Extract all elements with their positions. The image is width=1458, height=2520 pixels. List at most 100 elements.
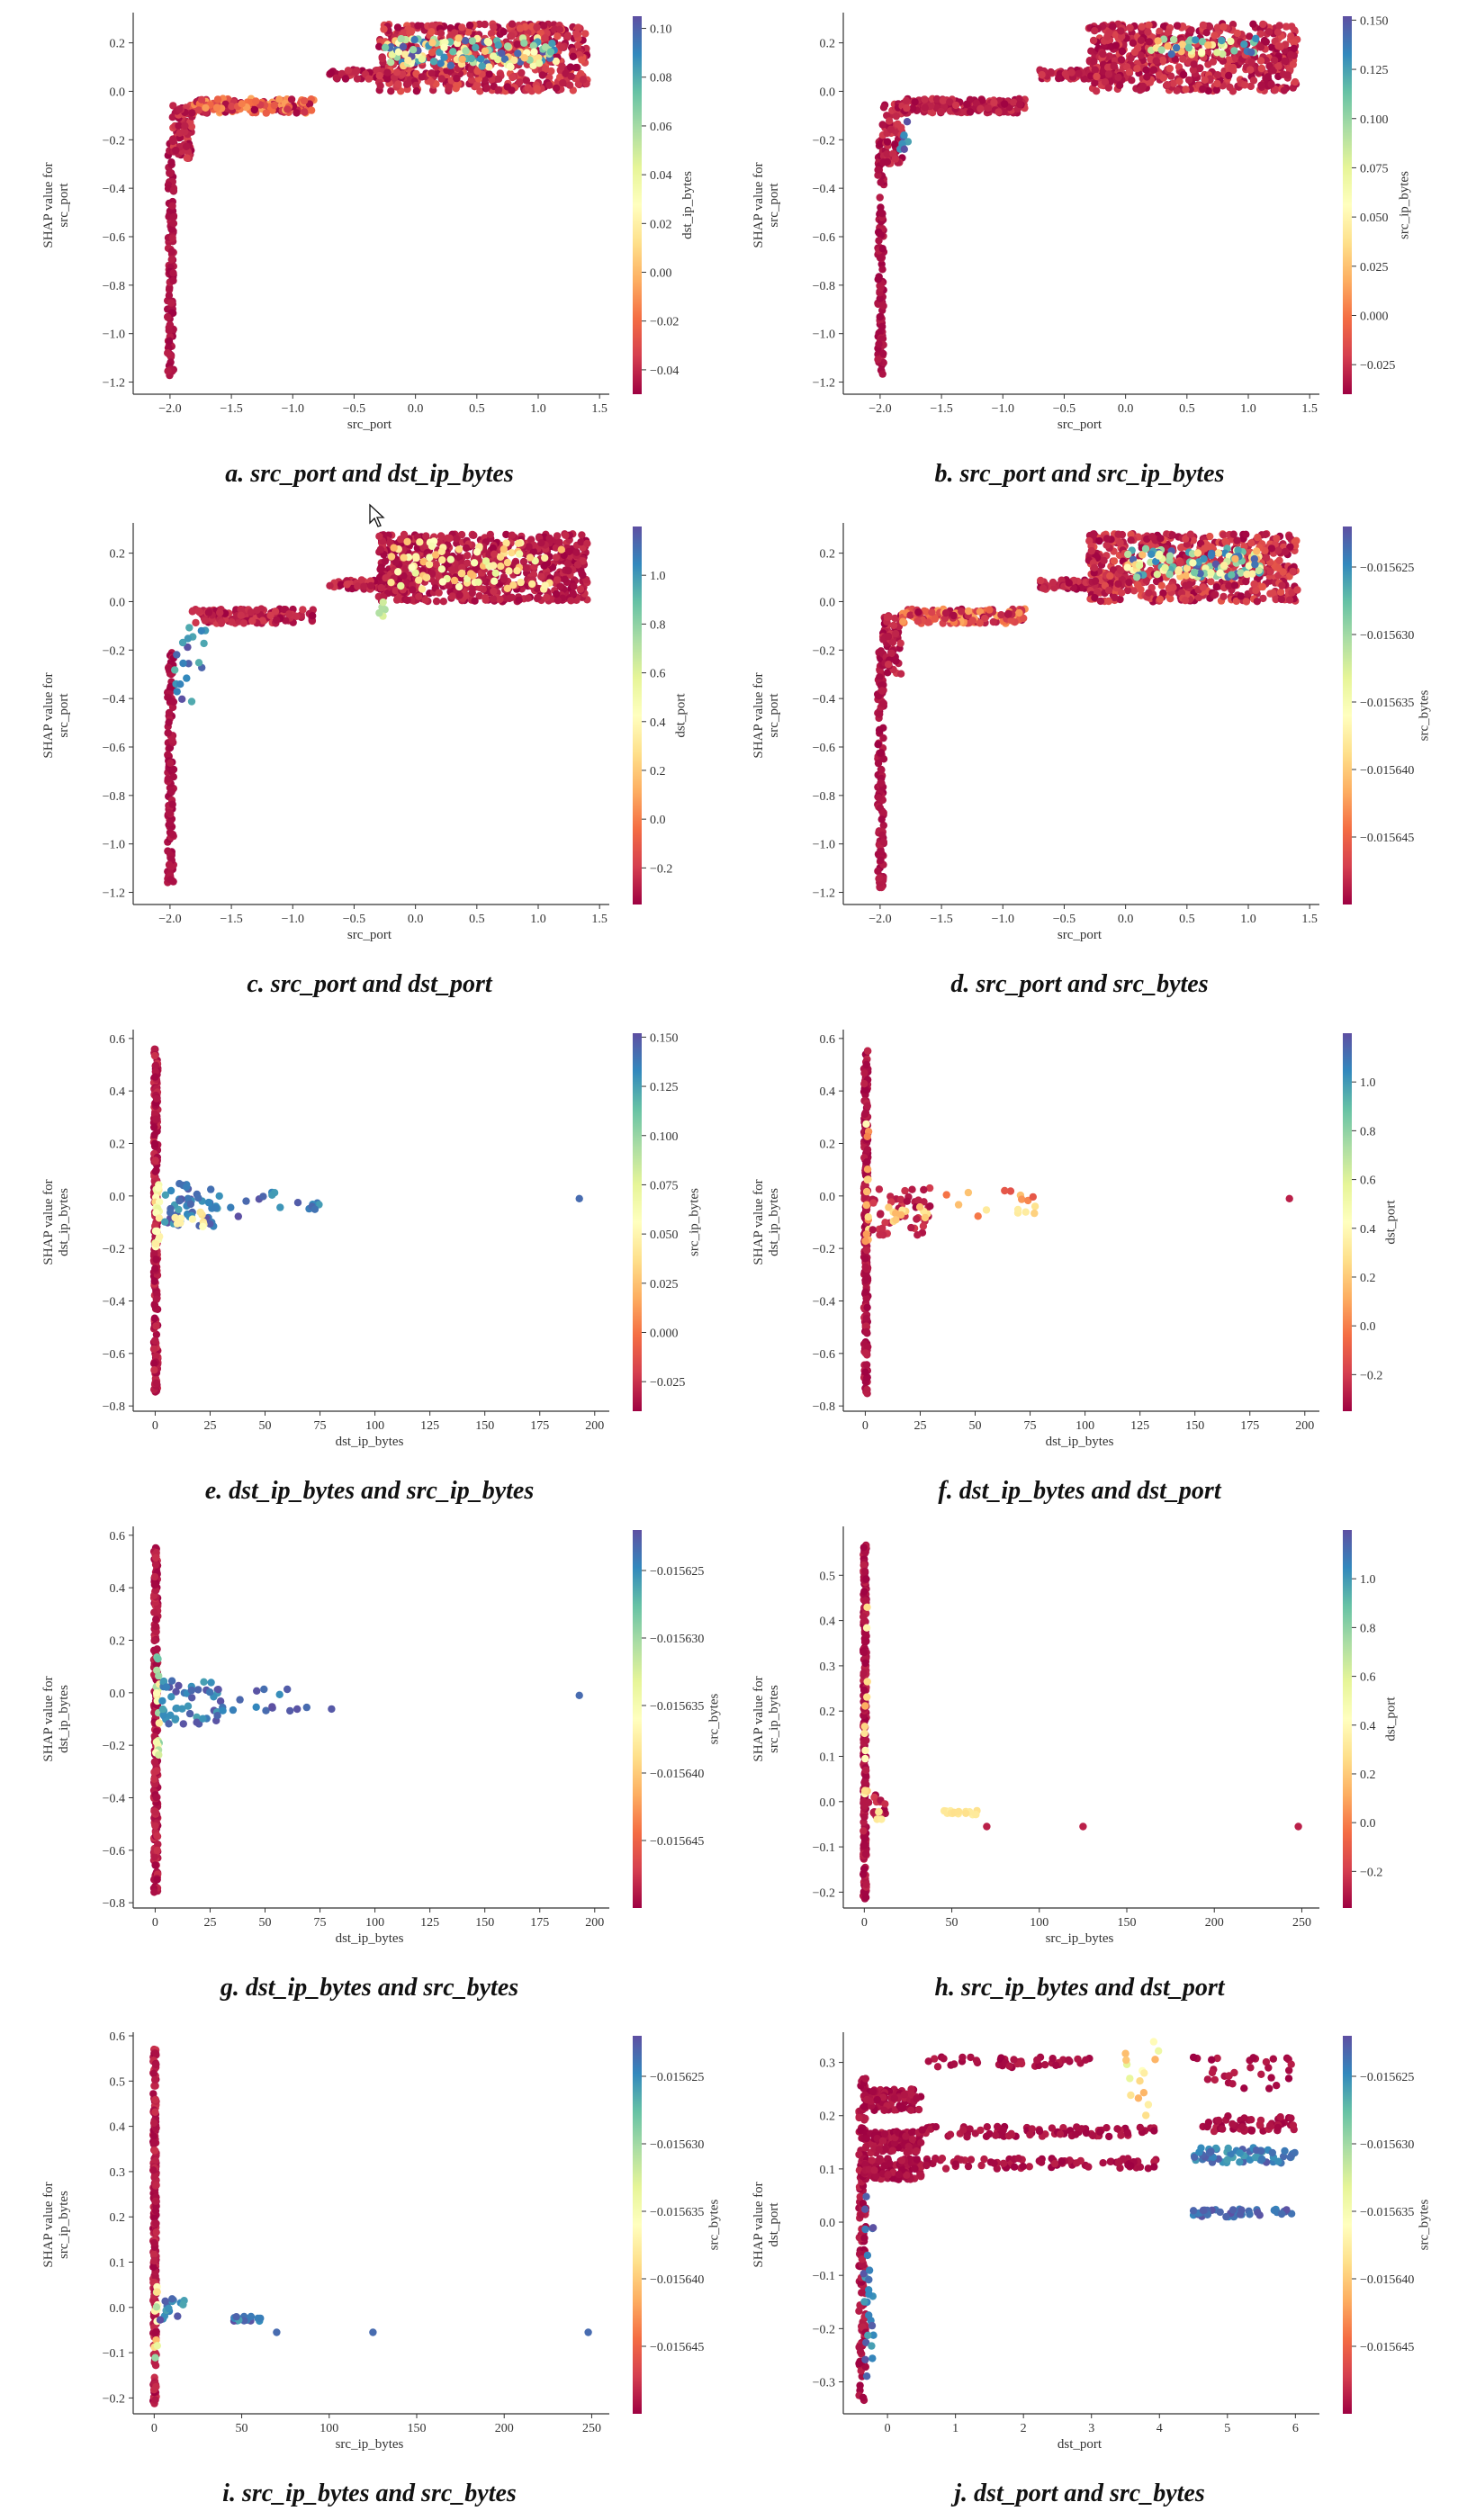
data-point (183, 154, 191, 162)
data-point (1156, 550, 1164, 558)
data-point (1176, 559, 1184, 567)
y-tick-label: −1.0 (103, 328, 125, 342)
data-point (875, 340, 883, 348)
data-point (526, 554, 535, 562)
data-point (542, 65, 550, 74)
data-point (167, 158, 176, 166)
data-point (489, 595, 498, 603)
data-point (876, 874, 884, 882)
data-point (518, 68, 526, 77)
data-point (454, 582, 464, 591)
y-tick-label: −0.4 (103, 183, 125, 196)
data-point (179, 659, 187, 668)
data-point (151, 1264, 159, 1273)
data-point (496, 595, 504, 604)
data-point (387, 579, 395, 587)
data-point (1075, 69, 1083, 77)
y-axis-label-line: SHAP value for (41, 162, 56, 248)
colorbar (1343, 526, 1352, 904)
data-point (563, 32, 572, 40)
data-point (401, 50, 410, 58)
data-point (1242, 598, 1251, 606)
data-point (878, 815, 886, 824)
data-point (399, 42, 408, 51)
data-point (212, 104, 221, 112)
x-tick-label: 0.0 (1118, 913, 1134, 926)
data-point (1253, 598, 1262, 606)
data-point (292, 109, 301, 117)
data-point (1089, 530, 1097, 538)
data-point (152, 1094, 161, 1102)
data-point (498, 50, 506, 58)
y-tick-label: 0.0 (110, 86, 126, 99)
data-point (176, 105, 184, 113)
colorbar-tick-label: −0.015645 (1360, 832, 1414, 845)
data-point (202, 104, 210, 112)
data-point (1253, 547, 1261, 555)
data-point (951, 101, 960, 110)
data-point (517, 578, 525, 587)
y-tick-label: −0.4 (103, 693, 125, 706)
colorbar (1343, 16, 1352, 394)
data-point (986, 606, 994, 614)
data-point (487, 30, 496, 38)
y-axis-label: SHAP value forsrc_port (41, 162, 71, 248)
panel-caption: d. src_port and src_bytes (950, 970, 1208, 998)
data-point (878, 322, 886, 331)
data-point (375, 71, 383, 80)
data-point (383, 75, 392, 83)
data-point (1211, 590, 1220, 598)
data-point (1166, 552, 1174, 560)
data-point (876, 254, 885, 262)
data-point (928, 608, 936, 616)
data-point (1280, 86, 1289, 94)
data-point (874, 171, 882, 179)
data-point (172, 146, 180, 155)
data-point (1048, 578, 1058, 587)
data-point (169, 102, 177, 110)
data-point (167, 788, 176, 796)
data-point (228, 618, 236, 626)
data-point (505, 594, 514, 603)
data-point (875, 237, 883, 245)
data-point (478, 62, 486, 70)
data-point (1170, 35, 1178, 44)
data-point (902, 96, 911, 105)
data-point (884, 632, 893, 641)
data-point (520, 39, 528, 47)
data-point (166, 876, 175, 884)
colorbar-tick-label: 1.0 (650, 570, 666, 583)
data-point (1200, 554, 1208, 563)
data-point (537, 572, 545, 580)
data-point (1259, 20, 1267, 29)
data-point (486, 530, 494, 539)
data-point (471, 597, 479, 605)
data-point (458, 55, 466, 63)
data-point (561, 575, 569, 583)
data-point (248, 616, 256, 626)
data-point (548, 40, 556, 48)
data-point (1090, 563, 1099, 572)
x-tick-label: 1.5 (591, 913, 608, 926)
data-point (964, 607, 973, 616)
data-point (376, 565, 384, 573)
data-point (1133, 65, 1141, 73)
data-point (914, 617, 922, 626)
data-point (966, 108, 975, 116)
data-point (874, 741, 882, 749)
data-point (489, 52, 498, 60)
data-point (164, 367, 172, 375)
data-point (169, 698, 178, 706)
data-point (558, 43, 566, 51)
data-point (464, 552, 472, 560)
data-point (415, 576, 423, 584)
data-point (875, 726, 884, 734)
data-point (228, 103, 236, 111)
data-point (165, 718, 173, 726)
data-point (1114, 530, 1122, 538)
data-point (1267, 544, 1276, 553)
data-point (455, 591, 464, 599)
data-point (1291, 77, 1300, 86)
data-point (201, 616, 210, 625)
data-point (1281, 57, 1289, 66)
